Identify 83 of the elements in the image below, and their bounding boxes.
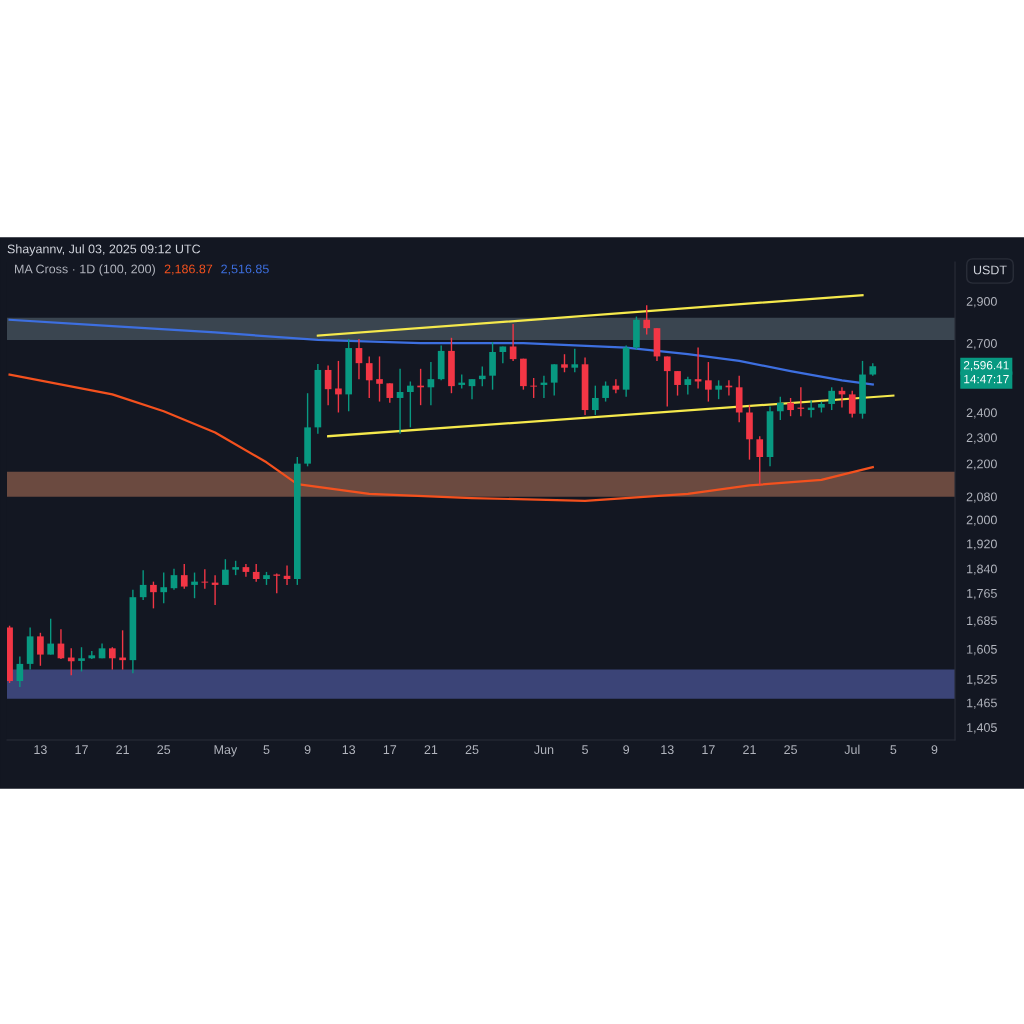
candlestick <box>705 361 712 403</box>
candlestick <box>848 390 856 419</box>
y-tick-label: 1,405 <box>967 723 997 734</box>
candlestick <box>663 355 671 408</box>
candlestick <box>365 355 373 399</box>
candlestick <box>684 376 692 396</box>
candlestick <box>222 558 229 586</box>
x-tick-label: May <box>214 745 238 757</box>
candlestick <box>201 568 209 590</box>
candlestick <box>407 380 414 429</box>
x-tick-label: 25 <box>465 745 479 755</box>
text: 2,186.87 <box>164 264 213 275</box>
candlestick <box>108 646 116 671</box>
y-tick-label: 1,685 <box>967 616 997 627</box>
x-tick-label: 17 <box>383 745 397 754</box>
candlestick <box>47 618 55 656</box>
x-tick-label: 5 <box>890 745 897 755</box>
y-tick-label: 2,700 <box>966 339 997 350</box>
x-tick-label: 9 <box>304 745 311 755</box>
x-tick-label: 21 <box>424 745 438 754</box>
candlestick <box>715 379 722 400</box>
y-tick-label: 2,400 <box>966 408 997 419</box>
line-series <box>8 318 874 386</box>
candlestick <box>787 397 794 417</box>
text: 14:47:17 <box>964 375 1009 384</box>
candlestick <box>828 386 836 411</box>
y-tick-label: 2,900 <box>966 297 997 308</box>
y-tick-label: 1,605 <box>967 644 997 656</box>
candlestick <box>139 569 147 601</box>
candlestick <box>191 571 198 599</box>
candlestick <box>674 370 681 397</box>
y-tick-label: 2,200 <box>966 459 997 470</box>
candlestick <box>386 382 394 404</box>
x-tick-label: 9 <box>623 745 630 755</box>
candlestick <box>376 355 383 403</box>
x-tick-label: 13 <box>661 745 674 755</box>
candlestick <box>489 341 496 391</box>
text: 2,516.85 <box>221 264 269 275</box>
x-tick-label: Jul <box>844 744 860 755</box>
candlestick <box>160 571 168 604</box>
candlestick <box>756 435 764 487</box>
y-tick-label: 2,000 <box>966 515 997 526</box>
candlestick <box>602 380 609 403</box>
y-tick-label: 2,080 <box>966 492 997 503</box>
x-tick-label: 21 <box>743 745 756 754</box>
x-tick-label: 13 <box>342 745 356 755</box>
x-tick-label: Jun <box>534 745 554 755</box>
candlestick <box>150 580 157 610</box>
x-tick-label: 9 <box>931 745 938 755</box>
text: 2,596.41 <box>963 361 1009 371</box>
x-tick-label: 25 <box>157 745 171 755</box>
candlestick <box>776 396 784 421</box>
chart-subtitle: Shayannv, Jul 03, 2025 09:12 UTC <box>7 244 201 256</box>
y-axis-title: USDT <box>973 265 1007 275</box>
candlestick <box>591 384 599 416</box>
candlestick <box>571 348 579 373</box>
candlestick <box>499 345 507 364</box>
candlestick <box>561 353 568 373</box>
x-tick-label: 13 <box>34 745 47 755</box>
candlestick <box>643 304 651 336</box>
candlestick <box>396 368 404 435</box>
y-tick-label: 1,525 <box>967 674 997 686</box>
chart-title: MA Cross · 1D (100, 200) <box>15 264 155 276</box>
candlestick <box>478 365 486 387</box>
x-tick-label: 5 <box>582 745 588 755</box>
candlestick <box>530 377 538 399</box>
candlestick <box>550 363 558 397</box>
y-tick-label: 1,465 <box>967 698 997 709</box>
candlestick <box>335 360 342 414</box>
x-tick-label: 21 <box>116 745 129 754</box>
line-series <box>8 373 874 502</box>
x-tick-label: 17 <box>702 745 715 754</box>
candlestick <box>37 632 44 667</box>
candlestick <box>170 568 178 591</box>
candlestick <box>180 563 188 590</box>
x-tick-label: 17 <box>75 745 88 754</box>
y-tick-label: 1,920 <box>967 539 997 550</box>
candlestick <box>78 646 85 673</box>
y-tick-label: 1,840 <box>967 564 997 575</box>
y-tick-label: 1,765 <box>967 588 997 600</box>
x-tick-label: 25 <box>784 745 798 755</box>
x-tick-label: 5 <box>263 745 270 755</box>
y-tick-label: 2,300 <box>966 433 997 444</box>
